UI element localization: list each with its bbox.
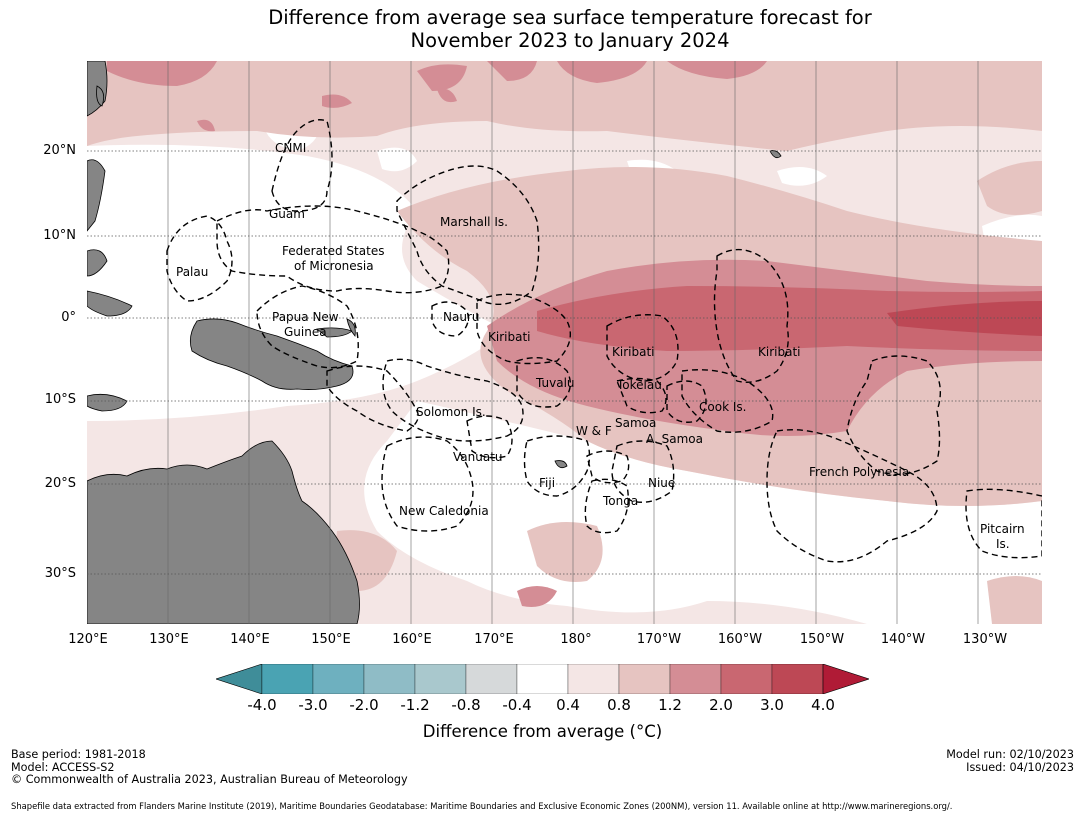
colorbar-bin-2 xyxy=(312,664,365,694)
lat-tick-0: 0° xyxy=(61,310,76,325)
colorbar-tick-4: -1.2 xyxy=(400,696,430,714)
label-tuvalu: Tuvalu xyxy=(535,376,575,390)
map-title: Difference from average sea surface temp… xyxy=(0,6,1085,52)
lat-tick-10n: 10°N xyxy=(43,228,76,243)
anomaly-2-0-to-3-0 xyxy=(537,286,1042,351)
label-marshall-is: Marshall Is. xyxy=(440,215,508,229)
label-guam: Guam xyxy=(269,207,305,221)
colorbar-tick-9: 1.2 xyxy=(658,696,682,714)
label-pitcairn-1: Pitcairn xyxy=(980,522,1025,536)
model-run: Model run: 02/10/2023 xyxy=(946,748,1074,761)
colorbar-bin-1 xyxy=(261,664,314,694)
lon-tick-140w: 140°W xyxy=(880,632,926,647)
label-png-1: Papua New xyxy=(272,310,339,324)
colorbar-bin-10 xyxy=(720,664,773,694)
colorbar-bin-7 xyxy=(567,664,620,694)
title-line-1: Difference from average sea surface temp… xyxy=(268,6,872,29)
label-fsm-1: Federated States xyxy=(282,244,384,258)
lon-tick-160e: 160°E xyxy=(392,632,432,647)
anomaly-3-0-to-4-0 xyxy=(887,301,1042,336)
label-samoa: Samoa xyxy=(615,416,656,430)
eez-boundaries xyxy=(166,119,1042,563)
colorbar-bin-11 xyxy=(771,664,824,694)
model-name: Model: ACCESS-S2 xyxy=(11,760,115,774)
label-pitcairn-2: Is. xyxy=(996,537,1010,551)
label-png-2: Guinea xyxy=(284,325,327,339)
lon-tick-130e: 130°E xyxy=(149,632,189,647)
label-tonga: Tonga xyxy=(602,494,638,508)
lon-tick-170w: 170°W xyxy=(636,632,682,647)
colorbar-bin-4 xyxy=(414,664,467,694)
colorbar-tick-1: -4.0 xyxy=(247,696,277,714)
lat-tick-20s: 20°S xyxy=(44,476,76,491)
region-labels: CNMI Guam Marshall Is. Federated States … xyxy=(176,141,1025,551)
label-solomon-is: Solomon Is. xyxy=(416,405,486,419)
colorbar-tick-7: 0.4 xyxy=(556,696,580,714)
label-fsm-2: of Micronesia xyxy=(294,259,374,273)
colorbar-tick-8: 0.8 xyxy=(607,696,631,714)
colorbar-bin-6 xyxy=(516,664,569,694)
colorbar-low-arrow xyxy=(216,664,263,694)
label-cook-is: Cook Is. xyxy=(699,400,746,414)
label-kiribati-east: Kiribati xyxy=(758,345,800,359)
label-nauru: Nauru xyxy=(443,310,479,324)
label-cnmi: CNMI xyxy=(275,141,306,155)
label-tokelau: Tokelau xyxy=(616,378,662,392)
footer-left: Base period: 1981-2018 Model: ACCESS-S2 … xyxy=(11,748,408,787)
colorbar-bin-3 xyxy=(363,664,416,694)
colorbar-tick-12: 4.0 xyxy=(811,696,835,714)
graticule xyxy=(167,61,979,624)
colorbar-tick-6: -0.4 xyxy=(502,696,532,714)
footer-right: Model run: 02/10/2023 Issued: 04/10/2023 xyxy=(946,748,1074,774)
label-kiribati-west: Kiribati xyxy=(488,330,530,344)
colorbar-tick-11: 3.0 xyxy=(760,696,784,714)
lon-tick-150e: 150°E xyxy=(311,632,351,647)
label-new-caledonia: New Caledonia xyxy=(399,504,489,518)
lat-tick-20n: 20°N xyxy=(43,143,76,158)
base-period: Base period: 1981-2018 xyxy=(11,748,146,761)
label-niue: Niue xyxy=(648,476,675,490)
colorbar-tick-5: -0.8 xyxy=(451,696,481,714)
lon-tick-150w: 150°W xyxy=(799,632,845,647)
colorbar-label: Difference from average (°C) xyxy=(422,722,663,741)
copyright: © Commonwealth of Australia 2023, Austra… xyxy=(11,773,408,786)
colorbar-bin-8 xyxy=(618,664,671,694)
label-palau: Palau xyxy=(176,265,208,279)
landmass xyxy=(87,61,782,624)
colorbar-bin-9 xyxy=(669,664,722,694)
colorbar-high-arrow xyxy=(822,664,869,694)
issued-date: Issued: 04/10/2023 xyxy=(966,760,1074,774)
lon-tick-180: 180° xyxy=(560,632,592,647)
shapefile-source: Shapefile data extracted from Flanders M… xyxy=(11,801,953,811)
lon-tick-170e: 170°E xyxy=(474,632,514,647)
map-svg: CNMI Guam Marshall Is. Federated States … xyxy=(87,61,1042,624)
lon-tick-120e: 120°E xyxy=(68,632,108,647)
colorbar-tick-2: -3.0 xyxy=(298,696,328,714)
label-vanuatu: Vanuatu xyxy=(453,450,503,464)
label-american-samoa: A. Samoa xyxy=(646,432,703,446)
lon-tick-130w: 130°W xyxy=(962,632,1008,647)
label-french-polynesia: French Polynesia xyxy=(809,465,909,479)
label-wallis-futuna: W & F xyxy=(576,424,612,438)
label-fiji: Fiji xyxy=(539,476,555,490)
colorbar-tick-10: 2.0 xyxy=(709,696,733,714)
lat-tick-10s: 10°S xyxy=(44,392,76,407)
lon-tick-160w: 160°W xyxy=(717,632,763,647)
lat-tick-30s: 30°S xyxy=(44,566,76,581)
lon-tick-140e: 140°E xyxy=(230,632,270,647)
label-kiribati-central: Kiribati xyxy=(612,345,654,359)
colorbar xyxy=(216,664,869,694)
colorbar-tick-3: -2.0 xyxy=(349,696,379,714)
title-line-2: November 2023 to January 2024 xyxy=(410,29,730,52)
sst-anomaly-map: CNMI Guam Marshall Is. Federated States … xyxy=(87,61,1042,624)
colorbar-bin-5 xyxy=(465,664,518,694)
